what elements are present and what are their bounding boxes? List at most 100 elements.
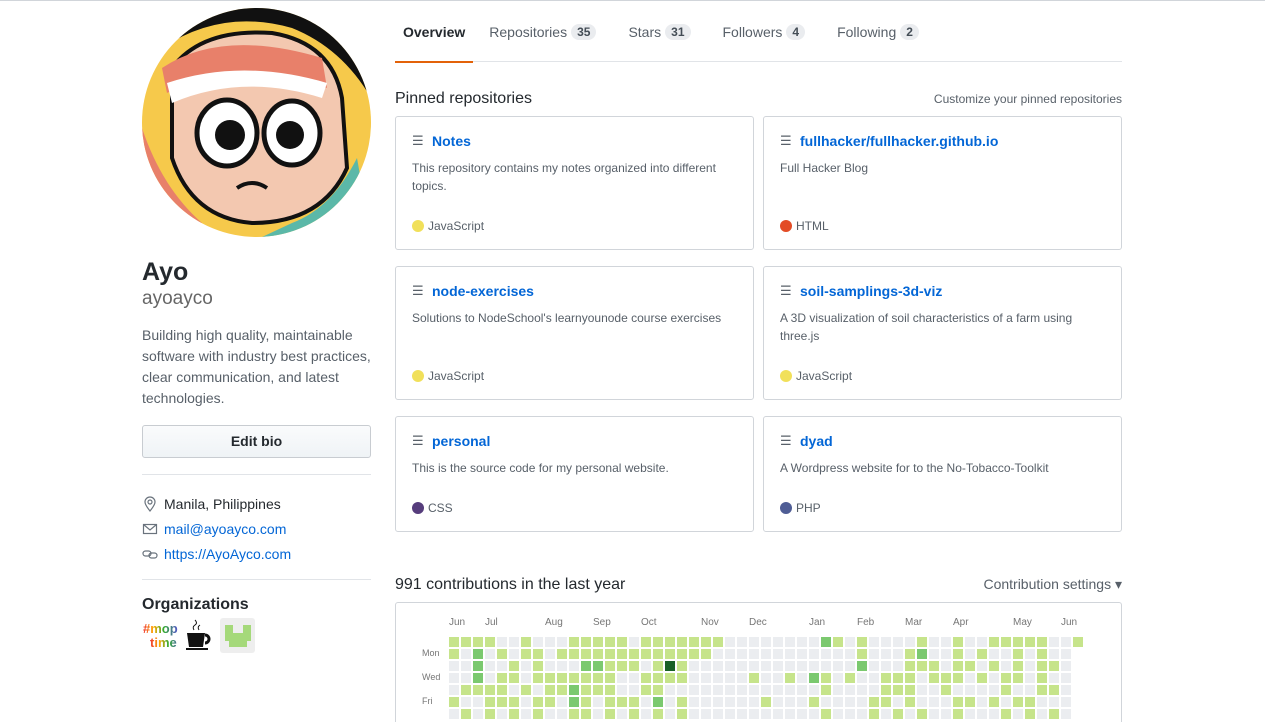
tab-following[interactable]: Following 2 (837, 1, 935, 62)
repo-link[interactable]: fullhacker/fullhacker.github.io (800, 133, 999, 149)
contribution-day[interactable] (593, 685, 603, 695)
tab-followers[interactable]: Followers 4 (723, 1, 822, 62)
contribution-day[interactable] (989, 649, 999, 659)
contribution-day[interactable] (929, 649, 939, 659)
contribution-day[interactable] (497, 709, 507, 719)
contribution-day[interactable] (461, 637, 471, 647)
contribution-day[interactable] (953, 661, 963, 671)
contribution-day[interactable] (557, 697, 567, 707)
contribution-day[interactable] (461, 649, 471, 659)
contribution-day[interactable] (449, 637, 459, 647)
contribution-day[interactable] (533, 649, 543, 659)
contribution-day[interactable] (809, 709, 819, 719)
contribution-day[interactable] (1013, 673, 1023, 683)
contribution-day[interactable] (773, 709, 783, 719)
contribution-day[interactable] (917, 673, 927, 683)
contribution-day[interactable] (953, 685, 963, 695)
contribution-day[interactable] (1037, 661, 1047, 671)
contribution-day[interactable] (845, 673, 855, 683)
contribution-day[interactable] (617, 637, 627, 647)
contribution-day[interactable] (449, 673, 459, 683)
contribution-day[interactable] (725, 637, 735, 647)
contribution-day[interactable] (449, 709, 459, 719)
contribution-day[interactable] (1049, 685, 1059, 695)
contribution-day[interactable] (521, 649, 531, 659)
contribution-day[interactable] (593, 649, 603, 659)
contribution-day[interactable] (545, 685, 555, 695)
contribution-day[interactable] (653, 649, 663, 659)
contribution-day[interactable] (497, 637, 507, 647)
contribution-day[interactable] (461, 685, 471, 695)
contribution-day[interactable] (785, 709, 795, 719)
contribution-day[interactable] (1037, 697, 1047, 707)
contribution-day[interactable] (869, 649, 879, 659)
contribution-day[interactable] (1001, 673, 1011, 683)
contribution-day[interactable] (485, 685, 495, 695)
contribution-day[interactable] (749, 637, 759, 647)
contribution-day[interactable] (629, 697, 639, 707)
contribution-day[interactable] (605, 685, 615, 695)
contribution-day[interactable] (617, 661, 627, 671)
contribution-day[interactable] (1001, 697, 1011, 707)
contribution-day[interactable] (785, 649, 795, 659)
contribution-day[interactable] (917, 697, 927, 707)
contribution-day[interactable] (665, 709, 675, 719)
contribution-day[interactable] (833, 637, 843, 647)
contribution-day[interactable] (761, 649, 771, 659)
contribution-day[interactable] (1001, 649, 1011, 659)
contribution-day[interactable] (641, 709, 651, 719)
contribution-day[interactable] (929, 637, 939, 647)
contribution-day[interactable] (833, 649, 843, 659)
contribution-day[interactable] (893, 685, 903, 695)
contribution-day[interactable] (869, 685, 879, 695)
contribution-day[interactable] (677, 637, 687, 647)
contribution-day[interactable] (809, 673, 819, 683)
contribution-day[interactable] (857, 685, 867, 695)
contribution-day[interactable] (917, 709, 927, 719)
contribution-day[interactable] (761, 685, 771, 695)
org-coffee-cup-logo[interactable] (184, 619, 214, 653)
contribution-day[interactable] (737, 697, 747, 707)
contribution-day[interactable] (857, 649, 867, 659)
contribution-day[interactable] (1037, 673, 1047, 683)
contribution-day[interactable] (797, 637, 807, 647)
contribution-day[interactable] (689, 697, 699, 707)
org-green-block-logo[interactable] (220, 618, 255, 653)
contribution-day[interactable] (569, 709, 579, 719)
tab-overview[interactable]: Overview (395, 1, 474, 63)
contribution-day[interactable] (797, 661, 807, 671)
contribution-day[interactable] (773, 685, 783, 695)
contribution-day[interactable] (509, 649, 519, 659)
contribution-day[interactable] (665, 697, 675, 707)
contribution-day[interactable] (545, 649, 555, 659)
contribution-day[interactable] (809, 697, 819, 707)
contribution-day[interactable] (893, 697, 903, 707)
contribution-day[interactable] (521, 709, 531, 719)
contribution-day[interactable] (965, 709, 975, 719)
contribution-day[interactable] (665, 637, 675, 647)
contribution-day[interactable] (1025, 661, 1035, 671)
contribution-day[interactable] (617, 709, 627, 719)
contribution-day[interactable] (473, 661, 483, 671)
contribution-day[interactable] (593, 709, 603, 719)
contribution-day[interactable] (941, 685, 951, 695)
contribution-day[interactable] (653, 637, 663, 647)
contribution-day[interactable] (1049, 709, 1059, 719)
contribution-day[interactable] (737, 661, 747, 671)
repo-link[interactable]: node-exercises (432, 283, 534, 299)
contribution-day[interactable] (737, 709, 747, 719)
contribution-day[interactable] (689, 661, 699, 671)
contribution-day[interactable] (677, 673, 687, 683)
contribution-day[interactable] (497, 673, 507, 683)
contribution-day[interactable] (845, 649, 855, 659)
contribution-day[interactable] (869, 673, 879, 683)
contribution-day[interactable] (521, 661, 531, 671)
contribution-day[interactable] (941, 637, 951, 647)
contribution-day[interactable] (881, 709, 891, 719)
contribution-day[interactable] (869, 637, 879, 647)
contribution-day[interactable] (1001, 709, 1011, 719)
contribution-day[interactable] (977, 697, 987, 707)
contribution-day[interactable] (821, 685, 831, 695)
contribution-day[interactable] (1049, 661, 1059, 671)
contribution-day[interactable] (713, 661, 723, 671)
